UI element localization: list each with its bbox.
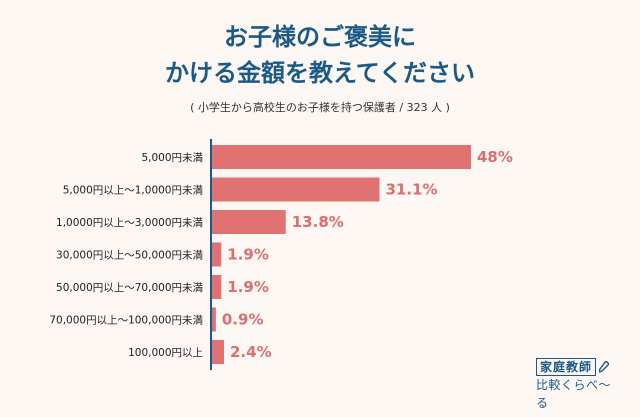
bar-5 (211, 275, 222, 299)
chart-subtitle: ( 小学生から高校生のお子様を持つ保護者 / 323 人 ) (190, 101, 450, 114)
bar-1 (211, 145, 471, 169)
category-label-5: 50,000円以上〜70,000円未満 (56, 282, 203, 294)
value-label-3: 13.8% (292, 213, 344, 231)
bar-6 (211, 307, 216, 332)
value-label-7: 2.4% (230, 343, 272, 361)
category-label-7: 100,000円以上 (128, 347, 203, 359)
pencil-icon (599, 361, 610, 373)
site-logo: 家庭教師 比較くらべ〜る (536, 358, 622, 410)
category-label-4: 30,000円以上〜50,000円未満 (56, 250, 203, 262)
value-label-2: 31.1% (385, 181, 437, 199)
category-label-1: 5,000円未満 (141, 152, 203, 164)
chart-title-line1: お子様のご褒美に (224, 23, 416, 51)
bar-3 (211, 210, 286, 234)
value-label-1: 48% (477, 148, 513, 166)
value-label-5: 1.9% (227, 278, 269, 296)
bar-2 (211, 177, 380, 202)
category-label-2: 5,000円以上〜1,0000円未満 (63, 185, 204, 197)
logo-text-bottom: 比較くらべ〜る (536, 378, 612, 410)
bar-4 (211, 242, 222, 267)
value-labels-group: 48% 31.1% 13.8% 1.9% 1.9% 0.9% 2.4% (222, 148, 513, 361)
chart-title-line2: かける金額を教えてください (164, 59, 476, 87)
category-labels-group: 5,000円未満 5,000円以上〜1,0000円未満 1,0000円以上〜3,00… (49, 152, 203, 359)
logo-text-top: 家庭教師 (536, 358, 597, 376)
value-label-4: 1.9% (227, 246, 269, 264)
category-label-3: 1,0000円以上〜3,0000円未満 (56, 217, 203, 229)
bars-group (211, 145, 471, 364)
bar-7 (211, 340, 224, 364)
category-label-6: 70,000円以上〜100,000円未満 (49, 315, 203, 327)
value-label-6: 0.9% (222, 311, 264, 329)
